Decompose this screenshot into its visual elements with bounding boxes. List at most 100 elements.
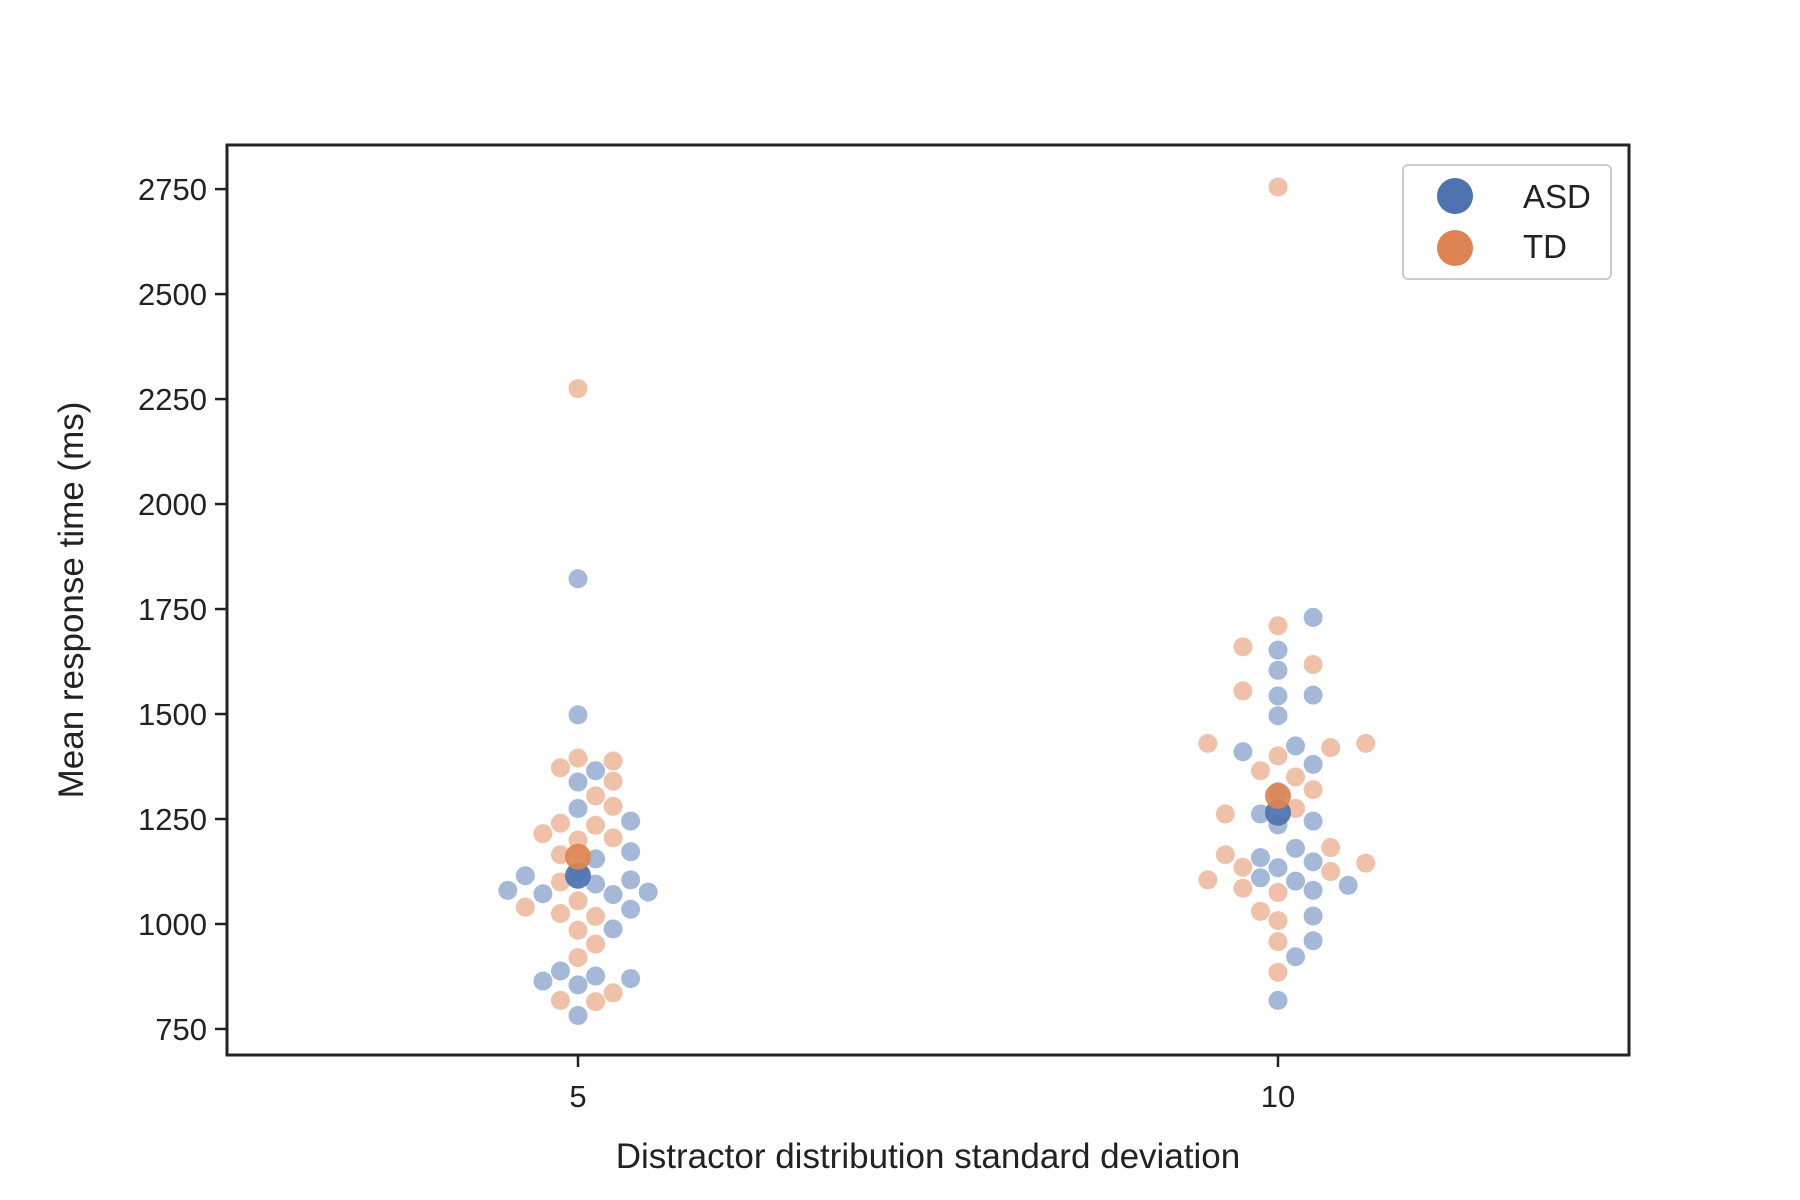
data-point-td [1268,911,1288,931]
data-point-asd [586,874,606,894]
data-point-asd [1250,804,1270,824]
data-point-asd [533,884,553,904]
data-point-td [568,379,588,399]
data-point-asd [1286,947,1306,967]
data-point-asd [621,969,641,989]
data-point-asd [621,811,641,831]
legend: ASD TD [1402,164,1612,280]
data-point-asd [621,842,641,862]
data-point-td [1303,780,1323,800]
data-point-td [515,897,535,917]
data-point-td [586,934,606,954]
data-point-asd [621,870,641,890]
data-point-td [1286,767,1306,787]
y-tick-label: 1250 [138,802,207,837]
data-point-asd [1268,640,1288,660]
y-tick-label: 2750 [138,172,207,207]
data-point-td [1233,681,1253,701]
data-point-td [1321,738,1341,758]
data-point-td [1268,932,1288,952]
y-axis-label: Mean response time (ms) [52,402,91,799]
data-point-td [1356,733,1376,753]
data-point-td [1268,882,1288,902]
data-point-td [603,751,623,771]
data-point-td [1233,857,1253,877]
data-point-asd [568,569,588,589]
y-axis: 750 1000 1250 1500 1750 2000 2250 2500 2750 [138,172,227,1047]
data-point-asd [1303,852,1323,872]
data-point-td [1356,853,1376,873]
data-point-td [603,796,623,816]
data-point-td [1250,761,1270,781]
means-layer [565,782,1291,889]
data-point-asd [1303,880,1323,900]
data-point-td [603,983,623,1003]
data-point-asd [515,866,535,886]
legend-label-asd: ASD [1523,178,1591,215]
data-point-td [550,758,570,778]
plot-frame [225,143,1631,1057]
mean-marker-asd [565,862,591,889]
data-point-asd [568,1006,588,1026]
mean-marker-td [565,843,591,870]
data-point-asd [586,761,606,781]
data-point-asd [1286,736,1306,756]
data-point-asd [1286,838,1306,858]
data-point-asd [568,798,588,818]
x-axis: 5 10 [569,1055,1295,1114]
data-point-asd [1268,990,1288,1010]
mean-marker-td [1265,782,1291,809]
data-point-td [550,990,570,1010]
data-point-asd [1250,848,1270,868]
data-point-asd [1268,706,1288,726]
data-point-td [1250,901,1270,921]
data-point-td [1215,845,1235,865]
data-point-td [568,948,588,968]
data-point-asd [550,961,570,981]
y-tick-label: 2250 [138,382,207,417]
data-point-td [586,906,606,926]
data-point-asd [533,971,553,991]
data-point-td [1321,838,1341,858]
data-point-asd [1303,906,1323,926]
data-point-asd [1303,811,1323,831]
data-point-asd [568,975,588,995]
legend-marker-td [1437,230,1473,266]
data-point-asd [638,882,658,902]
data-point-td [1233,878,1253,898]
data-point-td [550,845,570,865]
data-point-asd [1303,607,1323,627]
y-tick-label: 2500 [138,277,207,312]
data-point-asd [568,772,588,792]
data-point-td [1198,870,1218,890]
y-tick-label: 1750 [138,592,207,627]
legend-marker-asd [1437,178,1473,214]
data-point-td [550,903,570,923]
data-point-asd [1268,686,1288,706]
data-point-asd [1233,742,1253,762]
x-tick-label: 5 [569,1079,586,1114]
data-point-asd [568,705,588,725]
data-point-asd [603,885,623,905]
data-point-asd [1268,660,1288,680]
data-point-td [586,815,606,835]
data-point-td [1268,962,1288,982]
data-point-td [568,891,588,911]
data-point-td [1303,654,1323,674]
data-point-asd [603,919,623,939]
data-point-td [1268,177,1288,197]
y-tick-label: 750 [155,1012,207,1047]
data-point-td [1233,637,1253,657]
data-point-td [533,824,553,844]
legend-label-td: TD [1523,228,1567,265]
data-point-td [603,828,623,848]
data-point-td [586,992,606,1012]
data-point-td [1268,616,1288,636]
data-point-asd [1268,858,1288,878]
data-point-td [1215,804,1235,824]
data-point-td [1268,746,1288,766]
y-tick-label: 1500 [138,697,207,732]
x-tick-label: 10 [1261,1079,1295,1114]
y-tick-label: 2000 [138,487,207,522]
